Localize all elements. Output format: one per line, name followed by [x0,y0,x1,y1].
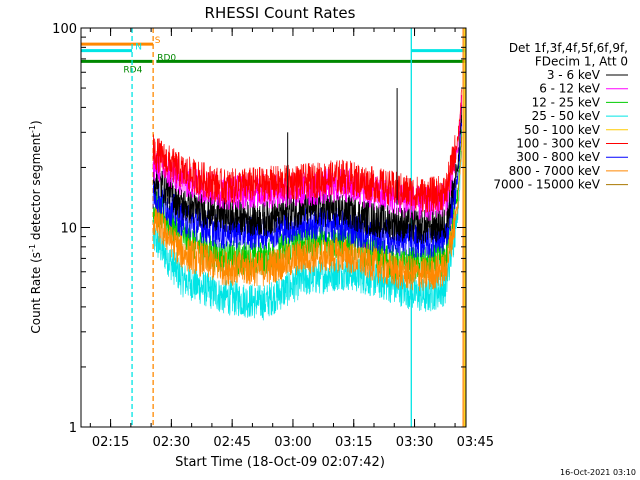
legend-entry-label: 25 - 50 keV [532,109,601,123]
footer-timestamp: 16-Oct-2021 03:10 [560,468,636,477]
y-axis-label: Count Rate (s-1 detector segment-1) [28,120,43,333]
x-tick-label: 02:45 [213,435,250,450]
attenuator-state-label: N [135,43,142,53]
series-line [152,104,463,244]
legend: Det 1f,3f,4f,5f,6f,9f,FDecim 1, Att 03 -… [493,41,628,192]
series-line [152,88,462,213]
x-tick-label: 02:30 [153,435,190,450]
attenuator-state-label: RD0 [157,53,176,63]
attenuator-state-label: RD4 [123,65,142,75]
y-axis-label-part1: Count Rate (s [29,252,43,334]
y-axis-label-sup1: -1 [28,244,37,252]
y-tick-label: 100 [52,22,77,37]
legend-entry-label: 800 - 7000 keV [509,164,601,178]
attenuator-state-label: S [155,36,161,46]
x-tick-label: 03:15 [335,435,372,450]
legend-entry-label: 7000 - 15000 keV [493,178,600,192]
legend-entry-label: 12 - 25 keV [532,95,601,109]
x-tick-label: 02:15 [92,435,129,450]
series-line [152,136,463,292]
legend-entry-label: 100 - 300 keV [516,137,600,151]
chart-title: RHESSI Count Rates [205,4,356,22]
axes: 02:15 02:30 02:45 03:00 03:15 03:30 03:45 1 10 10… [52,22,494,450]
x-tick-label: 03:30 [396,435,433,450]
plot-content: S N RD0 RD4 [81,28,466,427]
legend-entry-label: 3 - 6 keV [547,68,601,82]
legend-entry-label: 50 - 100 keV [524,123,601,137]
series-line [152,94,463,221]
y-axis-label-part3: ) [29,120,43,125]
y-tick-label: 1 [69,421,77,436]
x-axis-label: Start Time (18-Oct-09 02:07:42) [175,455,385,470]
y-axis-label-part2: detector segment [29,133,43,244]
x-tick-label: 03:45 [457,435,494,450]
x-tick-label: 03:00 [274,435,311,450]
y-tick-label: 10 [60,222,77,237]
legend-entry-label: 6 - 12 keV [539,82,601,96]
legend-header: Det 1f,3f,4f,5f,6f,9f, [509,41,628,55]
legend-header: FDecim 1, Att 0 [535,55,628,69]
y-axis-label-sup2: -1 [28,125,37,133]
legend-entry-label: 300 - 800 keV [516,150,600,164]
